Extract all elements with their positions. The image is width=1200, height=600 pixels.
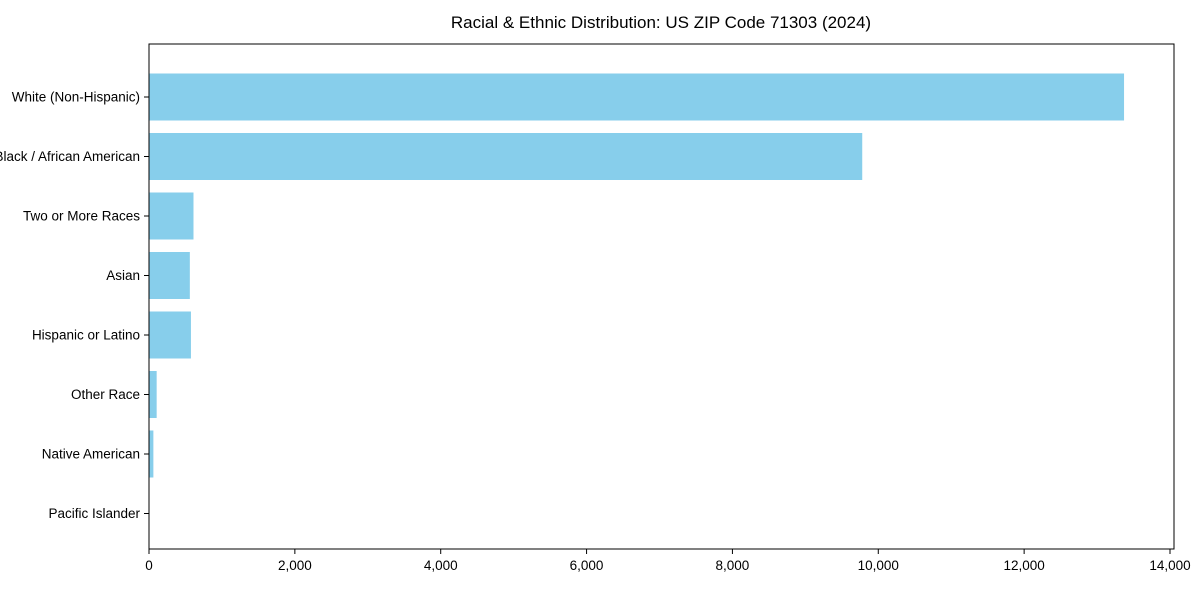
y-tick-label: Hispanic or Latino xyxy=(32,328,140,343)
x-tick-label: 12,000 xyxy=(1003,558,1044,573)
y-tick-label: Two or More Races xyxy=(23,209,140,224)
bar-5 xyxy=(149,371,157,418)
y-tick-label: Native American xyxy=(42,447,140,462)
x-tick-label: 8,000 xyxy=(716,558,750,573)
x-tick-label: 6,000 xyxy=(570,558,604,573)
x-tick-label: 2,000 xyxy=(278,558,312,573)
bar-0 xyxy=(149,73,1125,121)
y-tick-label: Pacific Islander xyxy=(48,506,140,521)
x-tick-label: 0 xyxy=(145,558,153,573)
bar-1 xyxy=(149,133,863,180)
bar-3 xyxy=(149,252,190,299)
bar-6 xyxy=(149,430,154,478)
x-tick-label: 10,000 xyxy=(858,558,899,573)
axes-border xyxy=(148,43,1175,550)
plot-area: White (Non-Hispanic) Black / African Amer… xyxy=(0,43,1191,573)
chart-title: Racial & Ethnic Distribution: US ZIP Cod… xyxy=(451,13,871,32)
x-tick-label: 4,000 xyxy=(424,558,458,573)
bar-4 xyxy=(149,311,191,359)
y-tick-label: Asian xyxy=(106,268,140,283)
y-tick-label: White (Non-Hispanic) xyxy=(12,90,140,105)
y-tick-label: Black / African American xyxy=(0,149,140,164)
bar-2 xyxy=(149,192,194,240)
x-tick-label: 14,000 xyxy=(1149,558,1190,573)
y-tick-label: Other Race xyxy=(71,387,140,402)
